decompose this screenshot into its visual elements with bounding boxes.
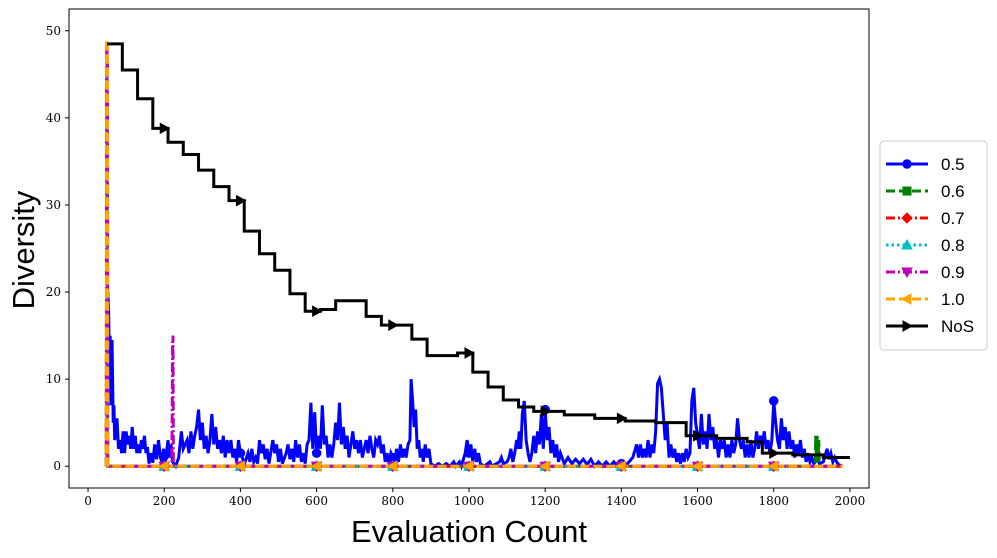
x-tick-label: 400: [229, 494, 252, 508]
series-marker-0.5: [464, 448, 474, 458]
series-line-1.0: [104, 39, 843, 468]
legend: 0.5 0.6 0.7 0.8 0.9 1.0 NoS: [879, 140, 988, 351]
series-marker-1.0: [539, 460, 550, 473]
x-axis-title: Evaluation Count: [351, 514, 587, 549]
series-marker-NoS: [388, 319, 399, 331]
series-marker-NoS: [693, 429, 704, 442]
series-marker-NoS: [616, 412, 628, 425]
x-tick-label: 0: [84, 494, 92, 508]
series-marker-NoS: [464, 347, 476, 359]
y-axis-ticks: 0 10 20 30 40 50: [46, 24, 69, 473]
legend-marker-NoS: [902, 320, 914, 332]
x-tick-label: 1800: [758, 494, 789, 508]
legend-marker-0.9: [901, 267, 913, 279]
series-marker-1.0: [310, 460, 322, 473]
x-tick-label: 1600: [682, 494, 713, 508]
series-marker-1.0: [386, 460, 398, 473]
series-marker-1.0: [691, 460, 703, 473]
x-axis-ticks: 0 200 400 600 800 1000 1200 1400 1600 1800 2000: [84, 488, 865, 508]
legend-label-0.6: 0.6: [941, 182, 965, 201]
y-tick-label: 20: [46, 285, 61, 299]
legend-marker-1.0: [900, 293, 912, 305]
series-marker-1.0: [462, 460, 474, 473]
series-marker-0.5: [769, 396, 779, 406]
legend-label-0.9: 0.9: [941, 263, 965, 282]
legend-label-NoS: NoS: [941, 317, 974, 336]
legend-label-0.5: 0.5: [941, 155, 965, 174]
y-axis-title: Diversity: [6, 190, 41, 309]
series-marker-1.0: [158, 460, 169, 473]
series-marker-1.0: [234, 460, 245, 473]
series-marker-NoS: [312, 305, 323, 318]
plot-area: [69, 9, 869, 488]
y-tick-label: 40: [46, 111, 61, 125]
x-tick-label: 800: [381, 494, 404, 508]
series-marker-1.0: [767, 460, 779, 473]
x-tick-label: 1400: [606, 494, 637, 508]
y-tick-label: 50: [46, 24, 61, 38]
series-marker-1.0: [615, 460, 626, 473]
legend-marker-0.5: [902, 159, 912, 169]
series-line-NoS: [107, 42, 850, 460]
legend-marker-0.6: [902, 186, 912, 196]
x-tick-label: 600: [305, 494, 328, 508]
series-line-0.6: [104, 74, 843, 468]
legend-marker-0.7: [901, 212, 913, 224]
x-tick-label: 1200: [530, 494, 561, 508]
series-marker-NoS: [235, 194, 247, 207]
legend-label-0.7: 0.7: [941, 209, 965, 228]
series-marker-NoS: [159, 122, 171, 135]
series-marker-0.5: [311, 448, 322, 458]
x-tick-label: 2000: [835, 494, 866, 508]
series-marker-0.5: [159, 451, 169, 461]
series-line-0.5: [104, 291, 843, 471]
legend-marker-0.8: [901, 238, 913, 250]
series-marker-NoS: [769, 447, 780, 460]
legend-label-1.0: 1.0: [941, 290, 965, 309]
series-layer: [104, 39, 850, 471]
y-tick-label: 0: [53, 459, 61, 473]
y-tick-label: 10: [46, 372, 61, 386]
y-tick-label: 30: [46, 198, 61, 212]
x-tick-label: 200: [153, 494, 176, 508]
x-tick-label: 1000: [454, 494, 485, 508]
marker-layer: [158, 122, 780, 473]
series-marker-NoS: [540, 405, 552, 418]
series-marker-0.5: [235, 448, 246, 458]
legend-label-0.8: 0.8: [941, 236, 965, 255]
